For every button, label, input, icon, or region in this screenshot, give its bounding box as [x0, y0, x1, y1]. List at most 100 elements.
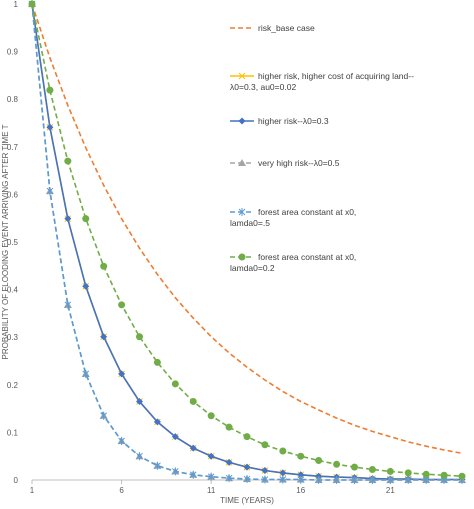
data-point	[297, 452, 305, 460]
x-axis-title: TIME (YEARS)	[220, 496, 274, 505]
data-point	[333, 460, 341, 468]
y-tick-label: 0.6	[7, 190, 19, 199]
data-point	[171, 380, 179, 388]
x-tick-label: 6	[119, 486, 124, 495]
data-point	[136, 333, 143, 341]
data-point	[333, 476, 340, 484]
data-point	[100, 333, 108, 341]
data-point	[279, 469, 287, 477]
data-point	[351, 463, 358, 471]
data-point	[225, 474, 233, 483]
series-5	[28, 0, 466, 484]
series-1	[31, 3, 463, 455]
data-point	[136, 452, 143, 461]
y-tick-label: 0.8	[7, 95, 19, 104]
legend-label: higher risk, higher cost of acquiring la…	[230, 71, 414, 92]
data-point	[243, 475, 251, 484]
x-tick-label: 16	[296, 486, 305, 495]
legend-item: risk_base case	[230, 23, 315, 33]
data-point	[315, 476, 323, 484]
data-point	[28, 0, 36, 8]
data-point	[351, 476, 358, 484]
data-point	[225, 458, 233, 466]
y-tick-label: 0.3	[7, 333, 19, 342]
y-tick-label: 0	[14, 476, 19, 485]
data-point	[46, 86, 54, 94]
data-point	[64, 215, 72, 223]
legend-item: higher risk--λ0=0.3	[230, 116, 329, 126]
series-line	[31, 3, 463, 455]
data-point	[207, 412, 215, 420]
data-point	[171, 433, 179, 441]
legend-marker	[238, 208, 246, 216]
data-point	[136, 397, 143, 405]
legend-marker	[238, 159, 246, 166]
data-point	[153, 358, 161, 366]
data-point	[440, 471, 448, 479]
legend-marker	[238, 117, 246, 125]
legend-marker	[238, 253, 246, 261]
x-tick-label: 21	[386, 486, 395, 495]
data-point	[46, 123, 54, 131]
data-point	[458, 472, 466, 480]
data-point	[64, 300, 72, 309]
y-tick-label: 0.7	[7, 143, 19, 152]
y-tick-label: 0.2	[7, 381, 19, 390]
data-point	[189, 397, 197, 405]
data-point	[279, 447, 287, 455]
data-point	[386, 467, 394, 475]
data-point	[369, 476, 376, 484]
data-point	[279, 475, 287, 484]
data-point	[189, 470, 197, 479]
data-point	[118, 370, 126, 378]
data-point	[154, 461, 161, 470]
legend-label: forest area constant at x0, lamda0=0.2	[230, 252, 356, 273]
y-tick-label: 0.5	[7, 238, 19, 247]
legend-label: higher risk--λ0=0.3	[258, 116, 329, 126]
data-point	[243, 463, 251, 471]
data-point	[368, 466, 376, 474]
data-point	[404, 469, 412, 477]
data-point	[46, 187, 54, 196]
data-point	[64, 157, 72, 165]
legend-item: forest area constant at x0, lamda0=0.2	[230, 252, 356, 273]
data-point	[118, 301, 126, 309]
data-point	[315, 456, 323, 464]
data-point	[118, 436, 125, 445]
data-point	[243, 433, 251, 441]
data-point	[100, 262, 108, 270]
y-tick-label: 0.4	[7, 286, 19, 295]
data-point	[82, 369, 90, 378]
legend-item: very high risk--λ0=0.5	[230, 158, 340, 168]
y-tick-label: 0.9	[7, 48, 19, 57]
y-axis-title: PROBABILITY OF FLOODING EVENT ARRIVING A…	[1, 124, 10, 359]
chart-legend: risk_base case higher risk, higher cost o…	[230, 23, 414, 273]
data-point	[386, 476, 394, 484]
data-point	[225, 423, 233, 431]
legend-label: forest area constant at x0, lamda0=.5	[230, 207, 356, 228]
chart-series	[28, 0, 466, 484]
data-point	[261, 475, 269, 484]
legend-item: forest area constant at x0, lamda0=.5	[230, 207, 356, 228]
x-tick-label: 11	[207, 486, 216, 495]
legend-label: risk_base case	[258, 23, 315, 33]
data-point	[153, 418, 161, 426]
data-point	[171, 467, 179, 476]
data-point	[82, 282, 90, 290]
data-point	[261, 466, 269, 474]
data-point	[422, 470, 430, 478]
data-point	[207, 452, 215, 460]
data-point	[189, 444, 197, 452]
data-point	[82, 215, 90, 223]
x-tick-label: 1	[30, 486, 35, 495]
data-point	[297, 475, 305, 484]
y-tick-label: 1	[14, 0, 19, 9]
data-point	[297, 471, 305, 479]
legend-item: higher risk, higher cost of acquiring la…	[230, 71, 414, 92]
data-point	[261, 441, 269, 449]
data-point	[404, 476, 412, 484]
series-6	[28, 0, 466, 480]
y-tick-label: 0.1	[7, 428, 19, 437]
data-point	[207, 472, 215, 481]
